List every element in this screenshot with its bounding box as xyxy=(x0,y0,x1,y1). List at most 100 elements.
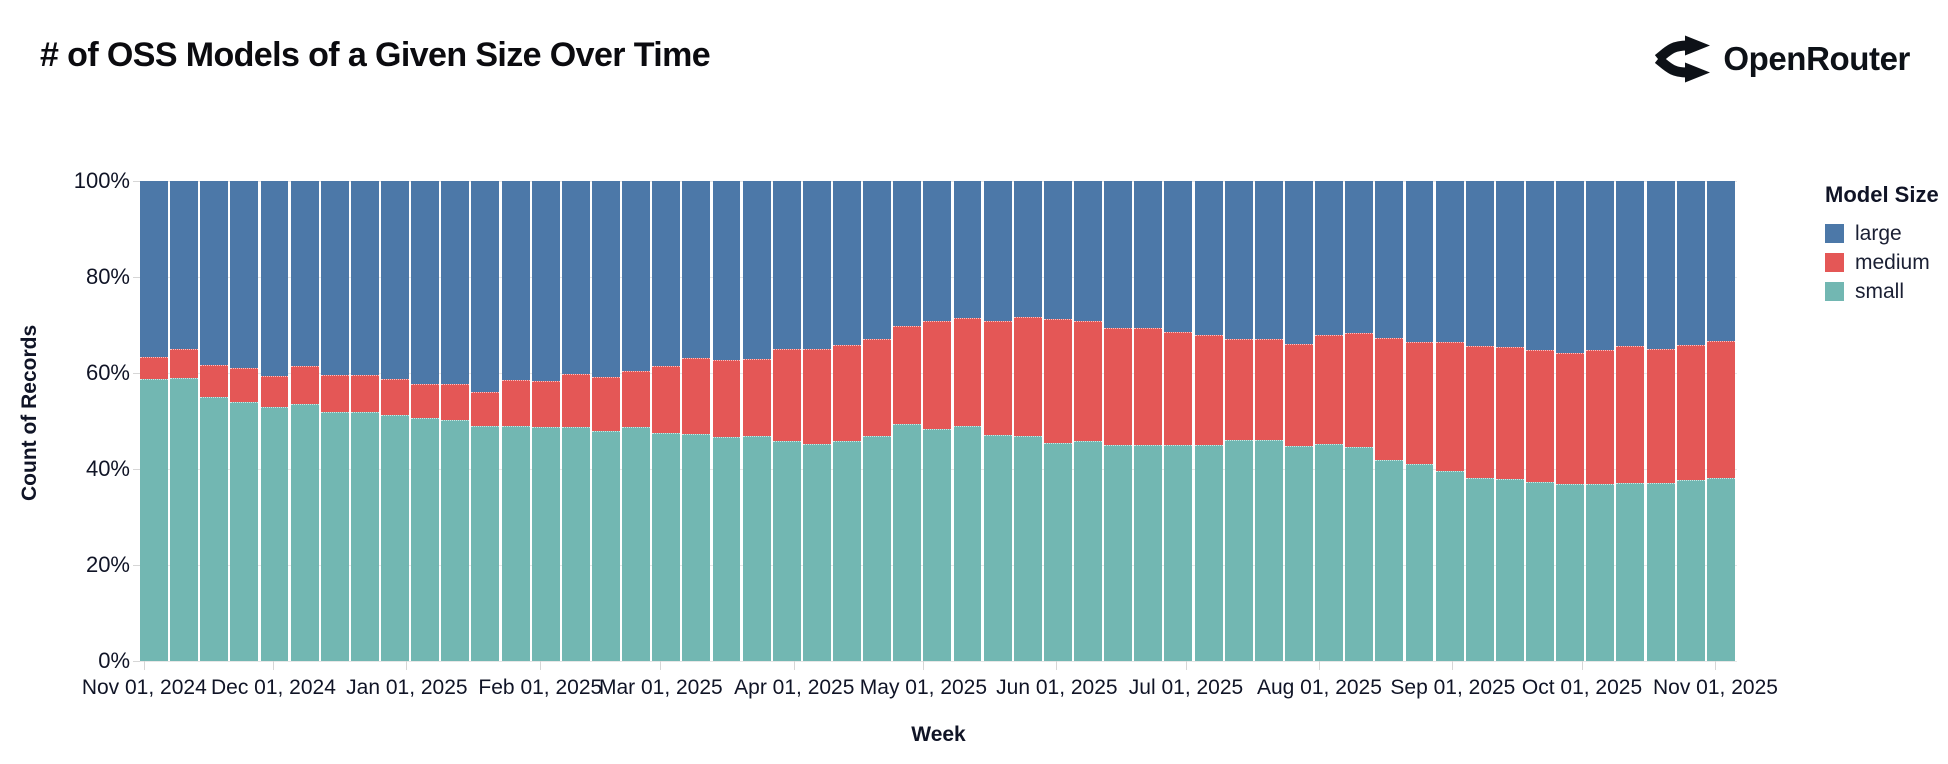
y-axis-tick xyxy=(133,660,140,662)
bar-segment-small xyxy=(411,418,440,661)
week-bar xyxy=(1224,181,1253,661)
bar-segment-small xyxy=(1706,478,1735,661)
bar-segment-medium xyxy=(1013,317,1042,436)
x-axis-tick xyxy=(660,661,662,670)
bar-segment-medium xyxy=(1164,332,1193,445)
bar-segment-large xyxy=(833,181,861,345)
bar-segment-small xyxy=(1646,483,1675,661)
bar-segment-medium xyxy=(561,374,590,427)
bar-segment-medium xyxy=(350,375,379,412)
week-bar xyxy=(441,181,470,661)
bar-segment-small xyxy=(1224,440,1253,661)
week-bar xyxy=(140,181,168,661)
week-bar xyxy=(1134,181,1163,661)
bar-segment-large xyxy=(712,181,741,360)
bar-segment-medium xyxy=(1405,342,1434,464)
week-bar xyxy=(350,181,379,661)
y-axis-tick-label: 60% xyxy=(85,360,130,385)
legend-item-large: large xyxy=(1825,223,1939,244)
week-bar xyxy=(200,181,229,661)
x-axis-title: Week xyxy=(911,723,966,746)
y-axis-tick-label: 0% xyxy=(98,648,130,673)
bar-segment-large xyxy=(1164,181,1193,332)
bar-segment-small xyxy=(441,420,470,661)
bar-segment-small xyxy=(1526,482,1554,661)
week-bar xyxy=(381,181,409,661)
bar-segment-medium xyxy=(1134,328,1163,445)
week-bar xyxy=(1375,181,1404,661)
x-axis-tick-label: Jan 01, 2025 xyxy=(346,676,468,699)
bar-segment-small xyxy=(1254,440,1283,661)
week-bar xyxy=(1074,181,1103,661)
bar-segment-large xyxy=(1315,181,1344,335)
x-axis-tick xyxy=(272,661,274,670)
bar-segment-small xyxy=(350,412,379,661)
week-bar xyxy=(1013,181,1042,661)
bar-segment-medium xyxy=(1345,333,1374,447)
bar-segment-medium xyxy=(170,349,199,378)
y-gridline xyxy=(140,660,1737,662)
legend-label-small: small xyxy=(1855,280,1905,303)
week-bar xyxy=(1164,181,1193,661)
x-axis-tick-label: Jun 01, 2025 xyxy=(996,676,1118,699)
bar-segment-large xyxy=(200,181,229,365)
bar-segment-medium xyxy=(1104,328,1133,445)
week-bar xyxy=(1556,181,1585,661)
legend-title: Model Size xyxy=(1825,182,1939,207)
bar-segment-medium xyxy=(1465,346,1494,478)
bar-segment-large xyxy=(1134,181,1163,328)
bar-segment-small xyxy=(1104,445,1133,661)
y-axis-tick-label: 80% xyxy=(85,264,130,289)
x-axis-tick xyxy=(1056,661,1058,670)
bar-segment-large xyxy=(381,181,409,379)
bar-segment-small xyxy=(230,402,259,661)
bar-segment-large xyxy=(350,181,379,375)
bar-segment-large xyxy=(893,181,922,326)
bar-segment-large xyxy=(140,181,168,357)
x-axis-tick-label: Apr 01, 2025 xyxy=(734,676,855,699)
x-axis-tick xyxy=(1714,661,1716,670)
bar-segment-medium xyxy=(652,366,681,433)
bar-segment-large xyxy=(1646,181,1675,349)
bar-segment-large xyxy=(1495,181,1524,347)
bar-segment-medium xyxy=(531,381,560,427)
bar-segment-large xyxy=(1254,181,1283,339)
week-bar xyxy=(1043,181,1072,661)
x-axis-tick-label: Aug 01, 2025 xyxy=(1256,676,1382,699)
bar-segment-small xyxy=(140,379,168,661)
legend-item-small: small xyxy=(1825,280,1939,303)
bar-segment-small xyxy=(682,434,711,661)
bar-segment-large xyxy=(1074,181,1103,321)
bar-segment-small xyxy=(1616,483,1645,661)
x-axis-tick xyxy=(539,661,541,670)
week-bar xyxy=(802,181,831,661)
bar-segment-large xyxy=(1676,181,1705,345)
week-bar xyxy=(1315,181,1344,661)
brand: OpenRouter xyxy=(1655,32,1910,86)
bar-segment-medium xyxy=(1254,339,1283,440)
week-bar xyxy=(893,181,922,661)
bar-segment-small xyxy=(893,424,922,661)
week-bar xyxy=(1616,181,1645,661)
bar-segment-large xyxy=(561,181,590,374)
bar-segment-large xyxy=(411,181,440,384)
bar-segment-small xyxy=(1556,484,1585,661)
bar-segment-small xyxy=(170,378,199,661)
week-bar xyxy=(863,181,892,661)
bar-segment-large xyxy=(501,181,530,380)
bar-segment-small xyxy=(1285,446,1313,661)
bar-segment-large xyxy=(1104,181,1133,328)
bar-segment-small xyxy=(561,427,590,661)
bar-segment-medium xyxy=(712,360,741,437)
week-bar xyxy=(1586,181,1615,661)
bar-segment-small xyxy=(1074,441,1103,661)
bar-segment-medium xyxy=(1224,339,1253,440)
week-bar xyxy=(712,181,741,661)
bar-segment-large xyxy=(591,181,620,377)
bar-segment-medium xyxy=(1586,350,1615,484)
bar-segment-small xyxy=(923,429,952,661)
bar-segment-large xyxy=(983,181,1012,321)
week-bar xyxy=(652,181,681,661)
bar-segment-large xyxy=(471,181,500,392)
